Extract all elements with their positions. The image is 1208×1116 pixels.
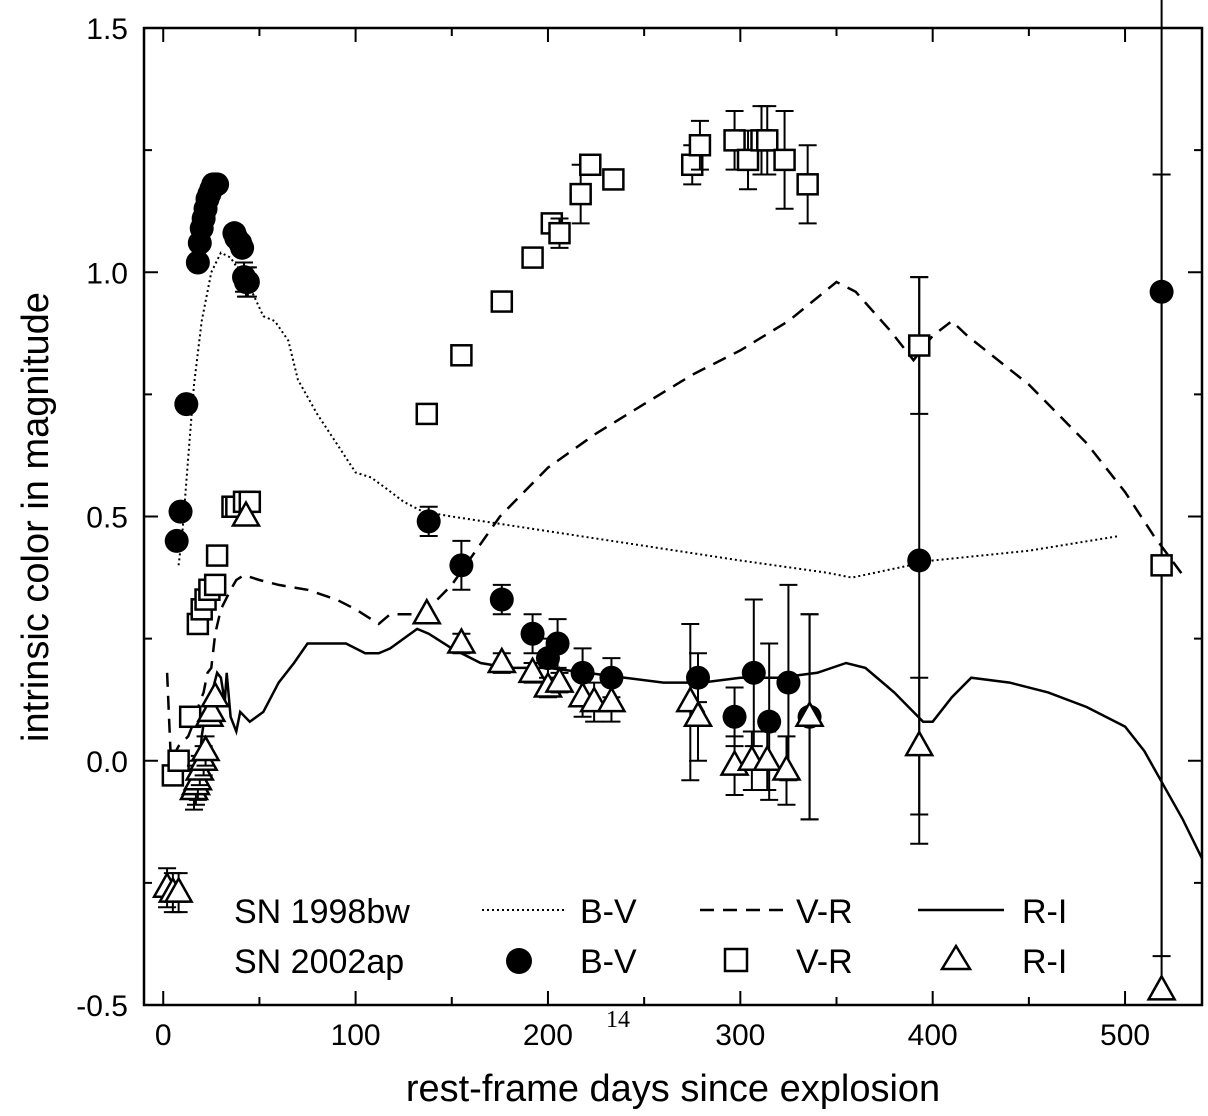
x-axis-tick-labels: 0 100 200 300 400 500 [155,1019,1150,1052]
point-2002ap-bv [205,172,230,197]
point-2002ap-bv [235,270,260,295]
point-2002ap-vr [688,133,712,157]
point-2002ap-ri [517,656,548,684]
curve-sn-1998bw-v-r [165,280,1184,766]
y-tick-label: 1.5 [86,13,128,46]
point-2002ap-vr [569,182,592,206]
page-number: 14 [606,1007,630,1033]
legend-label-2002ap-vr: V-R [796,943,853,981]
x-tick-label: 400 [908,1019,958,1052]
point-2002ap-ri [196,695,227,723]
legend-label-2002ap-ri: R-I [1022,943,1067,981]
point-2002ap-ri [411,597,442,625]
legend-label-1998bw-ri: R-I [1022,893,1067,931]
point-2002ap-ri [200,680,231,708]
x-axis-ticks [162,28,1127,1005]
point-2002ap-vr [205,544,229,567]
curve-sn-1998bw-r-i [196,627,1204,860]
curve-sn-1998bw-b-v [177,251,1120,579]
legend-object-1998bw: SN 1998bw [234,893,410,931]
point-2002ap-bv [416,509,441,534]
point-2002ap-vr [907,334,931,357]
point-2002ap-vr [736,148,760,172]
legend-label-1998bw-vr: V-R [796,893,853,931]
point-2002ap-bv [545,631,570,656]
y-tick-label: 1.0 [86,257,128,290]
point-2002ap-bv [757,709,782,734]
y-axis-tick-labels: -0.5 0.0 0.5 1.0 1.5 [76,13,128,1023]
point-2002ap-bv [599,665,624,690]
point-2002ap-vr [415,402,439,426]
legend-label-1998bw-bv: B-V [580,893,637,931]
point-2002ap-vr [203,573,227,597]
point-2002ap-ri [544,666,575,693]
point-2002ap-ri [446,626,477,654]
x-tick-label: 100 [331,1019,381,1052]
point-2002ap-vr [167,749,190,772]
point-2002ap-vr [756,129,779,152]
point-2002ap-ri [230,499,262,527]
point-2002ap-vr [579,153,602,177]
point-2002ap-ri [596,685,627,713]
x-axis-title: rest-frame days since explosion [406,1068,940,1110]
x-tick-label: 500 [1100,1019,1150,1052]
data-points [151,0,1177,1001]
legend-object-2002ap: SN 2002ap [234,943,404,981]
point-2002ap-vr [1150,554,1173,577]
plot-frame [142,26,1204,1007]
legend-marker-2002ap-ri [939,943,973,971]
point-2002ap-bv [722,704,747,729]
legend-label-2002ap-bv: B-V [580,943,637,981]
point-2002ap-ri [682,700,714,728]
point-2002ap-ri [752,744,783,771]
point-2002ap-ri [1146,973,1177,1001]
x-tick-label: 300 [715,1019,765,1052]
point-2002ap-ri [190,734,221,762]
point-2002ap-bv [570,660,595,685]
point-2002ap-bv [230,235,255,260]
point-2002ap-vr [548,221,571,245]
point-2002ap-ri [771,753,802,781]
point-2002ap-bv [520,621,545,646]
point-2002ap-ri [486,646,517,674]
point-2002ap-bv [776,670,801,695]
point-2002ap-vr [602,168,625,191]
legend-marker-2002ap-vr [723,947,749,973]
point-2002ap-bv [174,392,199,417]
x-tick-label: 200 [523,1019,573,1052]
point-2002ap-bv [185,250,210,275]
point-2002ap-bv [164,528,189,553]
point-2002ap-vr [450,344,473,367]
y-tick-label: -0.5 [76,990,128,1023]
point-2002ap-vr [796,173,819,196]
legend: SN 1998bw B-V V-R R-I SN 2002ap B-V V-R … [234,893,1067,981]
y-axis-title: intrinsic color in magnitude [15,292,57,742]
y-axis-ticks [144,27,1202,1006]
point-2002ap-vr [490,290,514,313]
point-2002ap-bv [168,499,193,524]
point-2002ap-vr [723,129,746,152]
point-2002ap-ri [904,729,935,757]
point-2002ap-bv [449,553,474,578]
x-tick-label: 0 [155,1019,172,1052]
point-2002ap-bv [907,548,932,573]
y-tick-label: 0.5 [86,502,128,535]
point-2002ap-ri [794,700,825,728]
point-2002ap-vr [773,148,796,172]
point-2002ap-ri [163,876,194,903]
legend-marker-2002ap-bv [506,948,532,974]
model-curves [165,251,1204,860]
point-2002ap-bv [489,587,514,612]
y-tick-label: 0.0 [86,746,128,779]
point-2002ap-vr [521,246,544,269]
point-2002ap-bv [741,660,766,685]
